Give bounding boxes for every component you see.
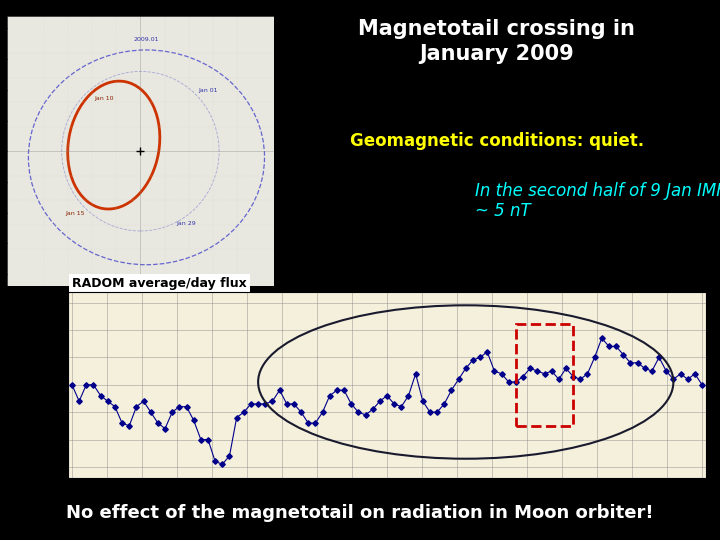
Text: In the second half of 9 Jan IMF Bz
~ 5 nT: In the second half of 9 Jan IMF Bz ~ 5 n…: [475, 181, 720, 220]
Text: Jan 29: Jan 29: [176, 221, 197, 226]
Text: 2009.01: 2009.01: [134, 37, 159, 42]
X-axis label: X [R$_{moon}$]: X [R$_{moon}$]: [126, 297, 155, 306]
Text: Magnetotail crossing in
January 2009: Magnetotail crossing in January 2009: [359, 19, 635, 64]
Text: Geomagnetic conditions: quiet.: Geomagnetic conditions: quiet.: [350, 132, 644, 150]
Text: Jan 01: Jan 01: [199, 89, 218, 93]
Text: Jan 10: Jan 10: [94, 96, 114, 100]
Bar: [516, 325, 573, 426]
Y-axis label: Flux: Flux: [26, 374, 36, 396]
Text: Jan 15: Jan 15: [66, 211, 85, 216]
Text: RADOM average/day flux: RADOM average/day flux: [72, 277, 247, 290]
Text: No effect of the magnetotail on radiation in Moon orbiter!: No effect of the magnetotail on radiatio…: [66, 504, 654, 522]
